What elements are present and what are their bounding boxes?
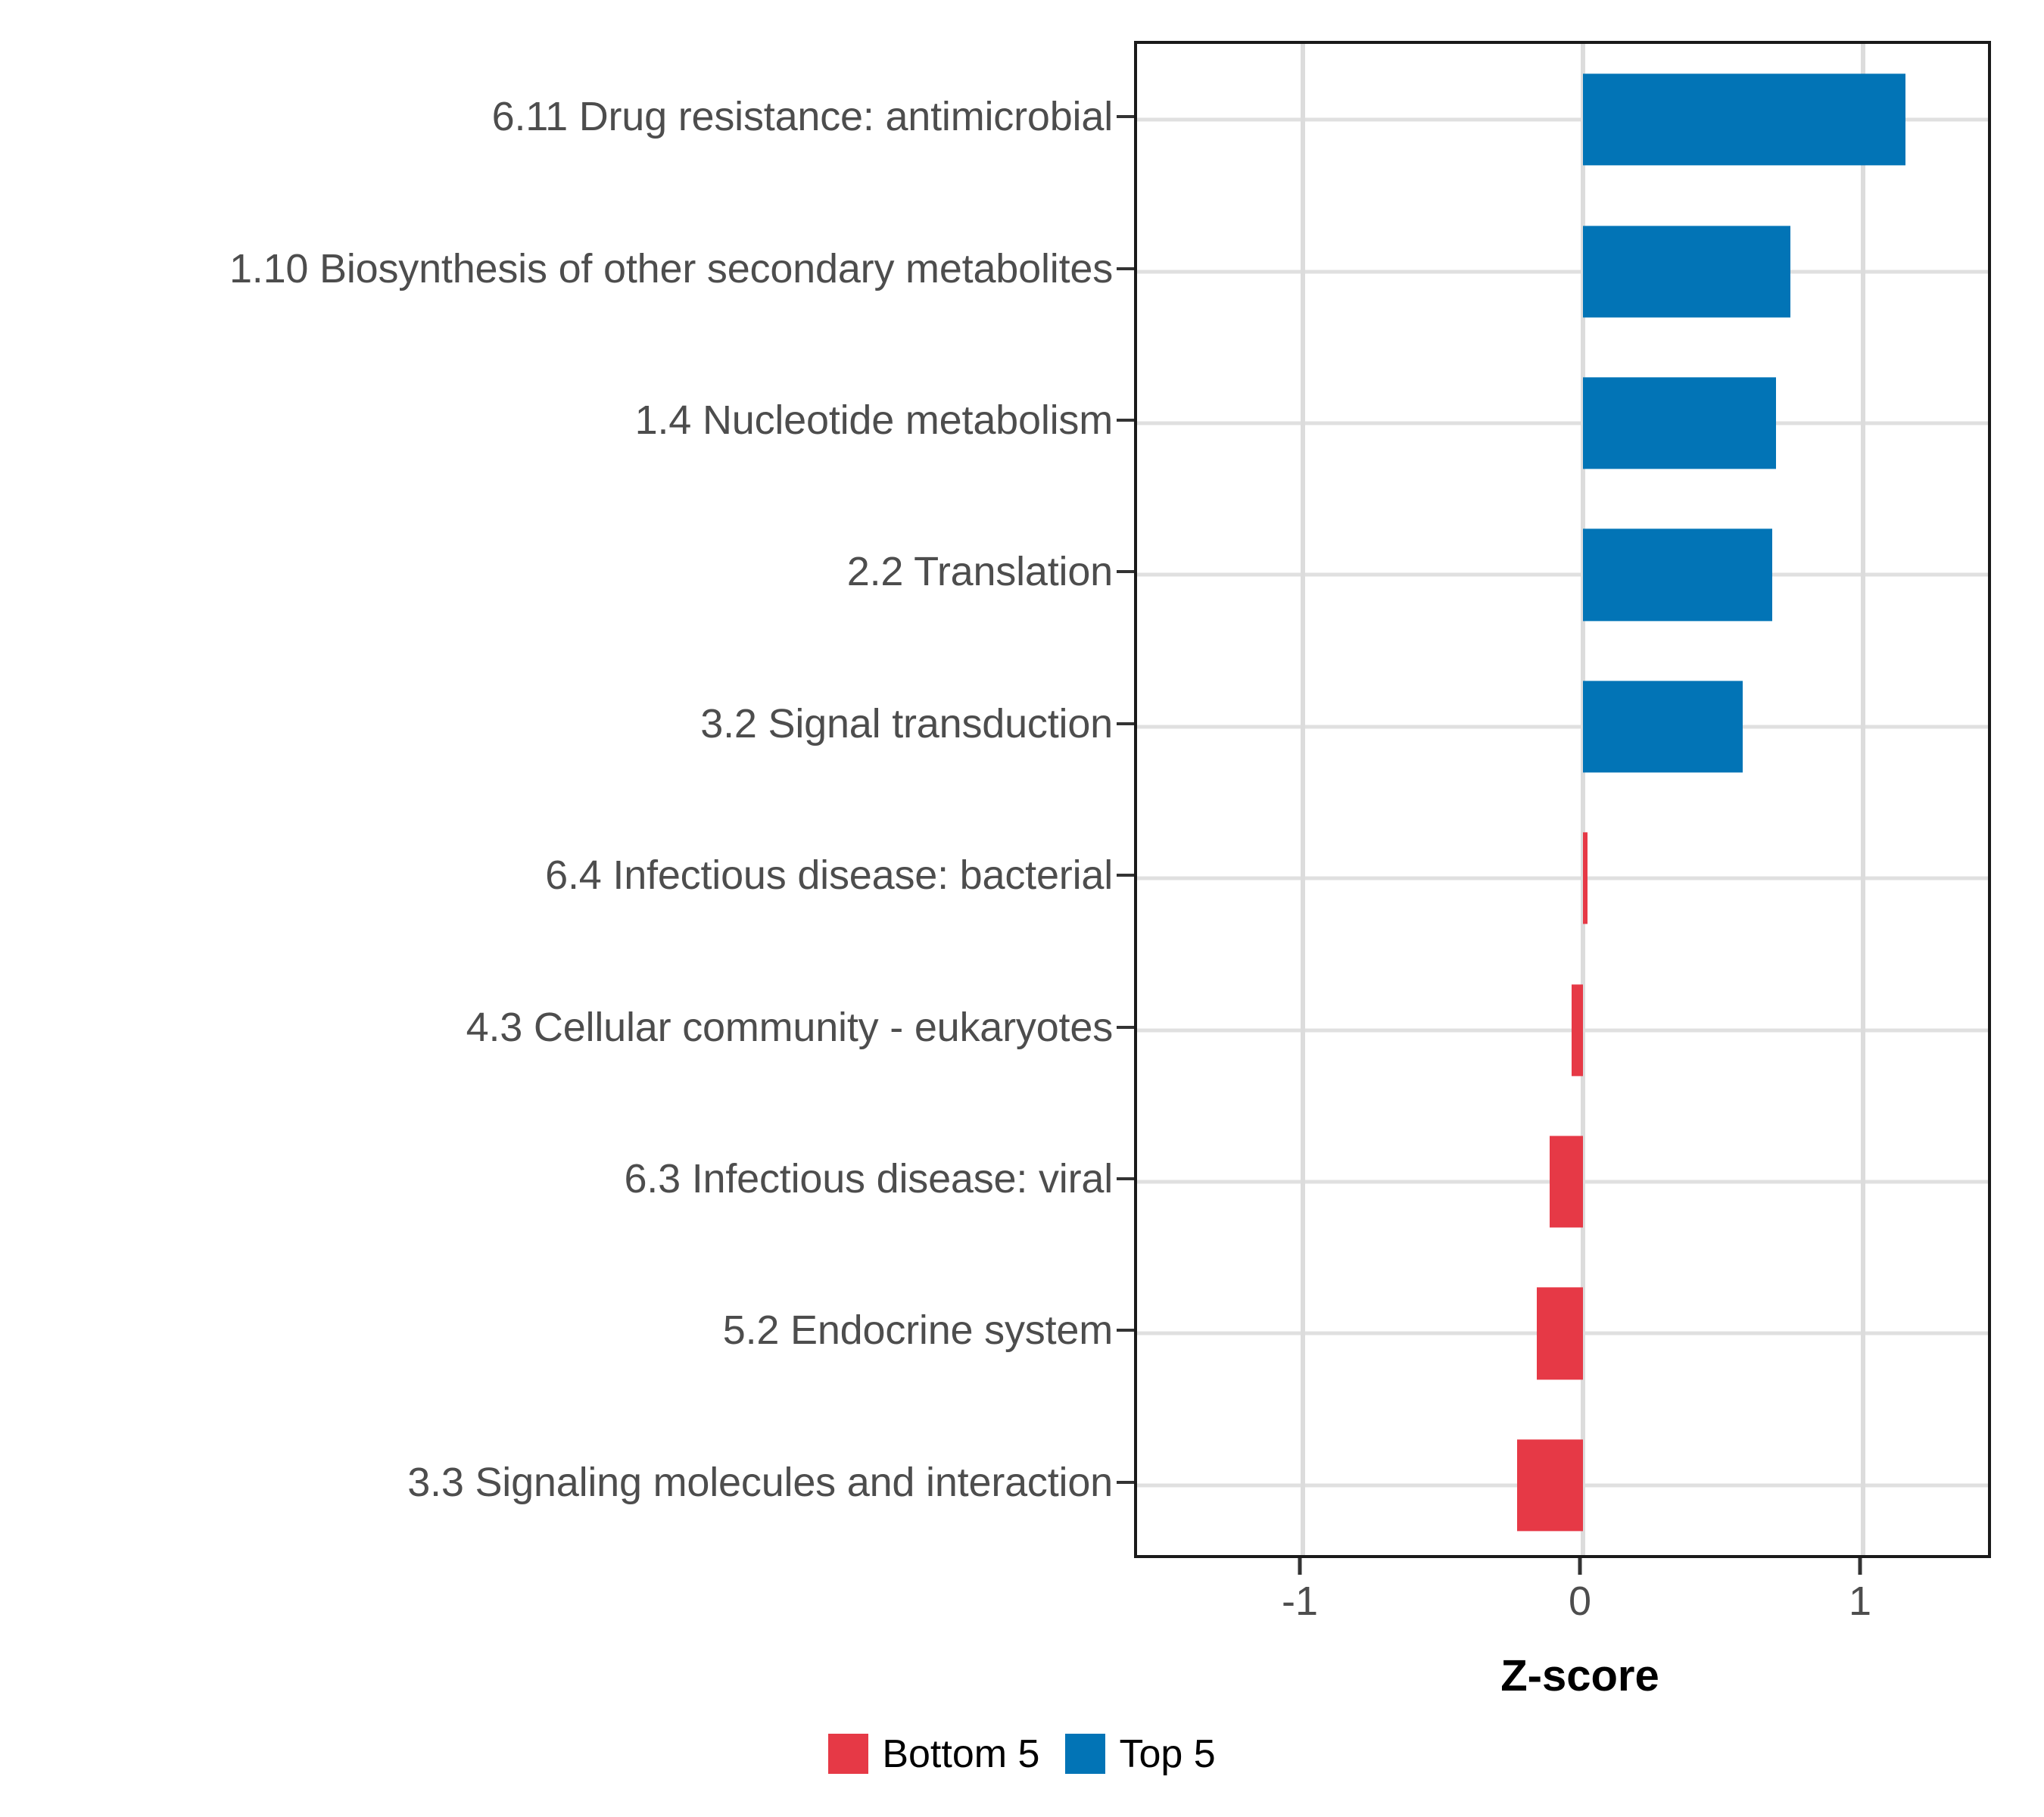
bar bbox=[1583, 73, 1905, 166]
gridline-vertical bbox=[1581, 44, 1585, 1555]
gridline-horizontal bbox=[1137, 1028, 1988, 1033]
y-axis-label: 6.11 Drug resistance: antimicrobial bbox=[491, 94, 1114, 140]
x-axis-tick bbox=[1298, 1558, 1302, 1575]
y-axis-label: 6.3 Infectious disease: viral bbox=[624, 1156, 1113, 1201]
bar bbox=[1517, 1439, 1583, 1532]
gridline-horizontal bbox=[1137, 270, 1988, 274]
bar bbox=[1583, 832, 1588, 924]
x-axis-tick-label: 1 bbox=[1848, 1579, 1872, 1624]
legend-item[interactable]: Top 5 bbox=[1065, 1731, 1216, 1776]
gridline-vertical bbox=[1301, 44, 1305, 1555]
gridline-horizontal bbox=[1137, 725, 1988, 729]
chart-legend: Bottom 5 Top 5 bbox=[0, 1734, 2044, 1774]
x-axis-tick bbox=[1858, 1558, 1862, 1575]
bar bbox=[1583, 528, 1772, 622]
y-axis-tick bbox=[1117, 1025, 1134, 1029]
bar bbox=[1549, 1136, 1583, 1228]
y-axis-tick bbox=[1117, 722, 1134, 725]
legend-item[interactable]: Bottom 5 bbox=[828, 1734, 1039, 1774]
legend-swatch-icon bbox=[1065, 1734, 1106, 1774]
y-axis-tick bbox=[1117, 874, 1134, 877]
plot-panel bbox=[1134, 41, 1991, 1558]
x-axis-tick-label: -1 bbox=[1281, 1579, 1319, 1624]
y-axis-label: 2.2 Translation bbox=[846, 549, 1113, 595]
x-axis-title: Z-score bbox=[1500, 1651, 1659, 1700]
y-axis-tick bbox=[1117, 1177, 1134, 1180]
gridline-horizontal bbox=[1137, 572, 1988, 577]
y-axis-tick bbox=[1117, 266, 1134, 270]
y-axis-tick bbox=[1117, 419, 1134, 422]
y-axis-tick bbox=[1117, 1329, 1134, 1332]
x-axis-tick bbox=[1578, 1558, 1582, 1575]
bar bbox=[1583, 681, 1743, 773]
legend-label: Bottom 5 bbox=[882, 1731, 1040, 1776]
x-axis-tick-label: 0 bbox=[1568, 1579, 1592, 1624]
gridline-horizontal bbox=[1137, 876, 1988, 880]
y-axis-label: 6.4 Infectious disease: bacterial bbox=[545, 852, 1113, 899]
bar bbox=[1536, 1287, 1583, 1380]
y-axis-label: 1.4 Nucleotide metabolism bbox=[634, 397, 1114, 443]
gridline-horizontal bbox=[1137, 421, 1988, 425]
y-axis-label: 4.3 Cellular community - eukaryotes bbox=[466, 1004, 1114, 1050]
gridline-vertical bbox=[1861, 44, 1865, 1555]
y-axis-tick bbox=[1117, 570, 1134, 574]
legend-swatch-icon bbox=[828, 1734, 869, 1774]
y-axis-label: 3.3 Signaling molecules and interaction bbox=[407, 1459, 1113, 1505]
y-axis-label: 5.2 Endocrine system bbox=[722, 1307, 1113, 1354]
y-axis-labels: 6.11 Drug resistance: antimicrobial 1.10 … bbox=[0, 41, 1113, 1558]
y-axis-tick bbox=[1117, 1480, 1134, 1484]
bar bbox=[1583, 377, 1777, 469]
y-axis-tick bbox=[1117, 115, 1134, 119]
legend-label: Top 5 bbox=[1119, 1731, 1216, 1776]
y-axis-label: 1.10 Biosynthesis of other secondary met… bbox=[229, 245, 1113, 291]
y-axis-label: 3.2 Signal transduction bbox=[700, 700, 1113, 746]
bar bbox=[1583, 225, 1790, 318]
gridline-horizontal bbox=[1137, 117, 1988, 122]
bar bbox=[1572, 983, 1583, 1077]
